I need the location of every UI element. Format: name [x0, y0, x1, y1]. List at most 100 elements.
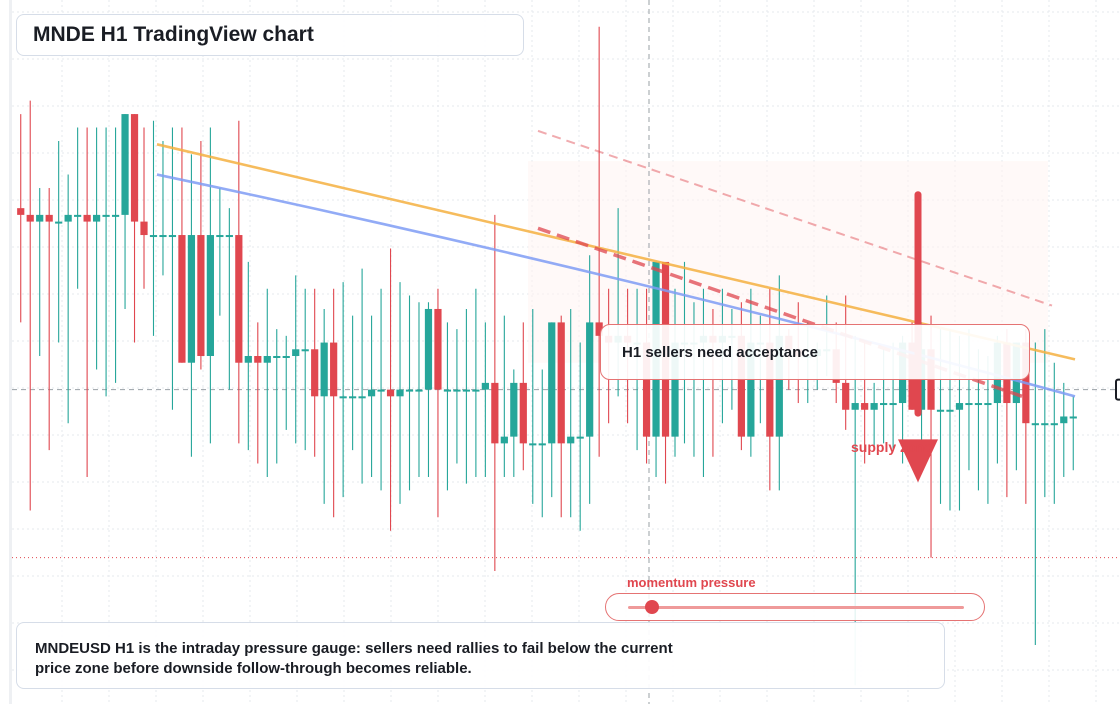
candle-body: [263, 356, 271, 363]
candle-body: [168, 235, 177, 238]
candle-body: [330, 342, 338, 397]
candle-body: [737, 335, 745, 437]
price-scale-tag: [1115, 378, 1120, 401]
candle-body: [453, 389, 461, 392]
candle-body: [443, 389, 452, 392]
candle-body: [405, 389, 414, 392]
candle-body: [1050, 423, 1058, 426]
candle-body: [671, 342, 679, 437]
candle-body: [491, 382, 499, 444]
candle-body: [842, 382, 850, 410]
candle-body: [74, 214, 82, 217]
candle-body: [557, 322, 565, 444]
chart-title: MNDE H1 TradingView chart: [33, 23, 314, 46]
candle-body: [1041, 423, 1049, 426]
candle-body: [386, 389, 395, 397]
candle-body: [235, 235, 243, 363]
candle-body: [861, 403, 869, 410]
candle-body: [358, 396, 366, 399]
moving-average-fast: [156, 143, 1076, 361]
candle-body: [576, 436, 584, 439]
candle-body: [538, 443, 546, 446]
candle-body: [187, 235, 196, 363]
candle-body: [396, 389, 404, 397]
candle-body: [130, 114, 139, 222]
bearish-arrow-head: [898, 439, 938, 483]
candle-body: [472, 389, 480, 392]
candle-body: [415, 389, 423, 392]
analysis-note-panel: MNDEUSD H1 is the intraday pressure gaug…: [16, 622, 945, 689]
candle-body: [216, 235, 224, 238]
candle-body: [17, 208, 25, 215]
candle-body: [766, 342, 774, 437]
candle-body: [36, 214, 44, 222]
candle-body: [889, 403, 897, 406]
candle-body: [225, 235, 233, 238]
candle-body: [851, 403, 859, 410]
candle-body: [974, 403, 983, 406]
candle-body: [197, 235, 205, 356]
candle-body: [206, 235, 214, 356]
candle-body: [26, 214, 34, 222]
candle-body: [510, 382, 518, 437]
candle-body: [747, 342, 755, 437]
candle-body: [83, 214, 91, 222]
candle-body: [273, 356, 281, 358]
candle-body: [64, 214, 72, 222]
candle-body: [292, 349, 300, 356]
momentum-pressure-label: momentum pressure: [627, 575, 756, 590]
candle-body: [642, 342, 651, 437]
candle-body: [500, 436, 508, 444]
candle-body: [55, 221, 63, 224]
candle-body: [595, 322, 603, 336]
momentum-knob[interactable]: [644, 600, 659, 614]
candle-body: [462, 389, 471, 392]
candle-body: [377, 389, 385, 392]
candle-body: [434, 308, 442, 390]
momentum-track: [628, 606, 964, 609]
candle-body: [159, 235, 167, 238]
chart-title-panel: MNDE H1 TradingView chart: [16, 14, 524, 56]
candle-body: [102, 214, 110, 217]
candle-body: [301, 349, 309, 352]
candle-body: [349, 396, 357, 399]
candle-body: [45, 214, 53, 222]
candle-body: [548, 322, 556, 444]
candle-body: [586, 322, 594, 437]
analysis-note-text: MNDEUSD H1 is the intraday pressure gaug…: [35, 640, 673, 677]
candle-body: [1069, 416, 1077, 419]
candle-body: [92, 214, 101, 222]
resistance-line-upper: [537, 129, 1053, 307]
candle-body: [519, 382, 527, 444]
candle-body: [936, 409, 945, 412]
candle-body: [955, 403, 964, 410]
candle-body: [424, 308, 433, 390]
candle-body: [339, 396, 347, 399]
candle-body: [311, 349, 319, 397]
candle-body: [965, 403, 973, 406]
callout-text: H1 sellers need acceptance: [622, 343, 818, 361]
candle-body: [870, 403, 878, 410]
candle-body: [481, 382, 489, 390]
candle-body: [121, 114, 129, 215]
candle-body: [529, 443, 537, 446]
candle-body: [244, 356, 252, 363]
candle-body: [140, 221, 148, 236]
candle-body: [880, 403, 888, 406]
candle-body: [1031, 423, 1039, 426]
supply-zone-label: supply zone: [851, 439, 932, 455]
candle-body: [367, 389, 376, 397]
candle-body: [320, 342, 328, 397]
candle-body: [567, 436, 575, 444]
candle-body: [984, 403, 992, 406]
candle-body: [282, 356, 290, 358]
candle-body: [1060, 416, 1068, 424]
candle-body: [149, 235, 158, 238]
candle-body: [946, 409, 954, 412]
left-edge-rail: [9, 0, 12, 704]
seller-acceptance-callout: H1 sellers need acceptance: [600, 324, 1030, 380]
momentum-pressure-gauge[interactable]: [605, 593, 985, 621]
candle-body: [775, 335, 783, 437]
candle-body: [178, 235, 186, 363]
candle-body: [254, 356, 262, 363]
